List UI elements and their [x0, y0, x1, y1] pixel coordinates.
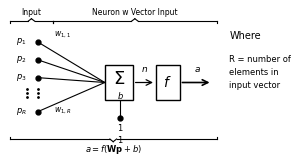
Text: $p_3$: $p_3$ — [16, 72, 26, 83]
Text: $a$: $a$ — [194, 65, 201, 74]
Text: 1: 1 — [118, 136, 123, 145]
Text: $\Sigma$: $\Sigma$ — [113, 70, 125, 88]
Text: Neuron w Vector Input: Neuron w Vector Input — [92, 8, 178, 17]
Text: $b$: $b$ — [117, 90, 124, 101]
FancyBboxPatch shape — [105, 65, 133, 100]
Text: Input: Input — [21, 8, 42, 17]
Text: $w_{1,1}$: $w_{1,1}$ — [54, 29, 72, 39]
Text: R = number of
elements in
input vector: R = number of elements in input vector — [229, 55, 291, 90]
Text: $a = f(\mathbf{W}\mathbf{p}+b)$: $a = f(\mathbf{W}\mathbf{p}+b)$ — [85, 143, 142, 156]
Text: $p_R$: $p_R$ — [16, 106, 26, 117]
Text: $f$: $f$ — [163, 75, 172, 90]
Text: $n$: $n$ — [141, 65, 148, 74]
Text: Where: Where — [229, 31, 261, 41]
Text: $p_2$: $p_2$ — [16, 54, 26, 65]
Text: $w_{1,R}$: $w_{1,R}$ — [54, 106, 72, 116]
FancyBboxPatch shape — [156, 65, 180, 100]
Text: 1: 1 — [118, 124, 123, 133]
Text: $p_1$: $p_1$ — [16, 36, 26, 48]
